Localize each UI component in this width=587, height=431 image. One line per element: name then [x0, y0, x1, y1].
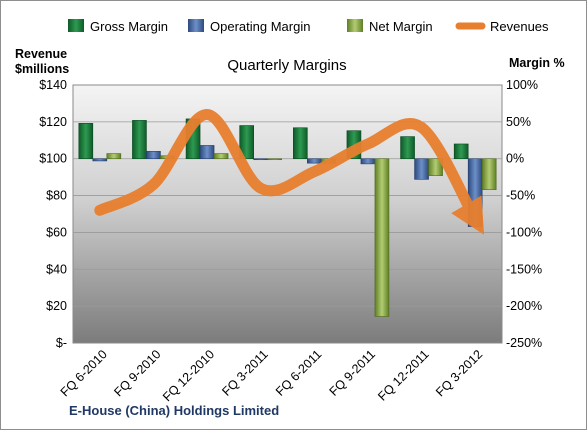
legend-label-net-margin: Net Margin	[369, 19, 433, 34]
left-axis-title-line1: Revenue	[15, 47, 67, 61]
bar-operating-margin	[414, 158, 429, 180]
chart-legend: Gross Margin Operating Margin Net Margin…	[68, 19, 549, 34]
left-axis-tick-label: $140	[39, 78, 67, 92]
bar-net-margin	[481, 158, 497, 190]
legend-swatch-net-margin	[347, 19, 363, 32]
chart-title: Quarterly Margins	[227, 57, 346, 74]
right-axis-title: Margin %	[509, 56, 565, 70]
x-axis-tick-label: FQ 3-2012	[433, 347, 485, 399]
bar-operating-margin	[360, 158, 376, 165]
x-axis-tick-label: FQ 6-2010	[58, 347, 110, 399]
left-axis-tick-label: $20	[46, 299, 67, 313]
legend-swatch-gross-margin	[68, 19, 84, 32]
x-axis-tick-label: FQ 9-2010	[111, 347, 163, 399]
x-axis-tick-label: FQ 12-2011	[375, 347, 431, 403]
revenue-line-series	[94, 108, 485, 235]
bar-net-margin	[428, 158, 443, 176]
left-axis-tick-label: $80	[46, 189, 67, 203]
bar-net-margin	[213, 153, 229, 160]
bar-operating-margin	[146, 151, 161, 160]
bar-gross-margin	[239, 125, 254, 160]
right-axis-tick-label: 50%	[506, 115, 531, 129]
right-axis-tick-label: 100%	[506, 78, 538, 92]
bar-operating-margin	[199, 145, 215, 160]
company-name: E-House (China) Holdings Limited	[69, 403, 279, 418]
left-axis-tick-label: $-	[56, 336, 67, 350]
right-axis-tick-label: -50%	[506, 189, 535, 203]
legend-label-gross-margin: Gross Margin	[90, 19, 168, 34]
right-axis-tick-label: -150%	[506, 262, 542, 276]
x-axis-tick-label: FQ 12-2010	[160, 347, 217, 404]
bar-gross-margin	[400, 136, 415, 160]
bar-net-margin	[106, 153, 122, 160]
legend-label-operating-margin: Operating Margin	[210, 19, 310, 34]
left-axis-tick-label: $60	[46, 225, 67, 239]
bar-net-margin	[267, 158, 282, 161]
revenue-line	[94, 108, 485, 235]
bar-gross-margin	[293, 127, 308, 160]
left-axis-tick-label: $120	[39, 115, 67, 129]
bar-operating-margin	[92, 158, 108, 162]
legend-swatch-operating-margin	[188, 19, 204, 32]
bar-series	[78, 118, 497, 317]
bar-operating-margin	[307, 158, 322, 164]
right-axis-ticks: -250% -200% -150% -100% -50% 0% 50% 100%	[506, 78, 542, 350]
x-axis-tick-label: FQ 6-2011	[273, 347, 325, 399]
bar-operating-margin	[253, 158, 268, 161]
right-axis-tick-label: 0%	[506, 152, 524, 166]
right-axis-tick-label: -200%	[506, 299, 542, 313]
bar-gross-margin	[453, 143, 469, 160]
legend-label-revenues: Revenues	[490, 19, 549, 34]
bar-gross-margin	[78, 123, 94, 160]
x-axis-tick-label: FQ 3-2011	[219, 347, 271, 399]
x-axis-tick-label: FQ 9-2011	[327, 347, 379, 399]
bar-net-margin	[374, 158, 390, 317]
left-axis-tick-label: $100	[39, 152, 67, 166]
left-axis-ticks: $- $20 $40 $60 $80 $100 $120 $140	[39, 78, 67, 350]
left-axis-tick-label: $40	[46, 262, 67, 276]
bar-gross-margin	[132, 120, 147, 160]
right-axis-tick-label: -100%	[506, 225, 542, 239]
left-axis-title-line2: $millions	[15, 62, 69, 76]
right-axis-tick-label: -250%	[506, 336, 542, 350]
